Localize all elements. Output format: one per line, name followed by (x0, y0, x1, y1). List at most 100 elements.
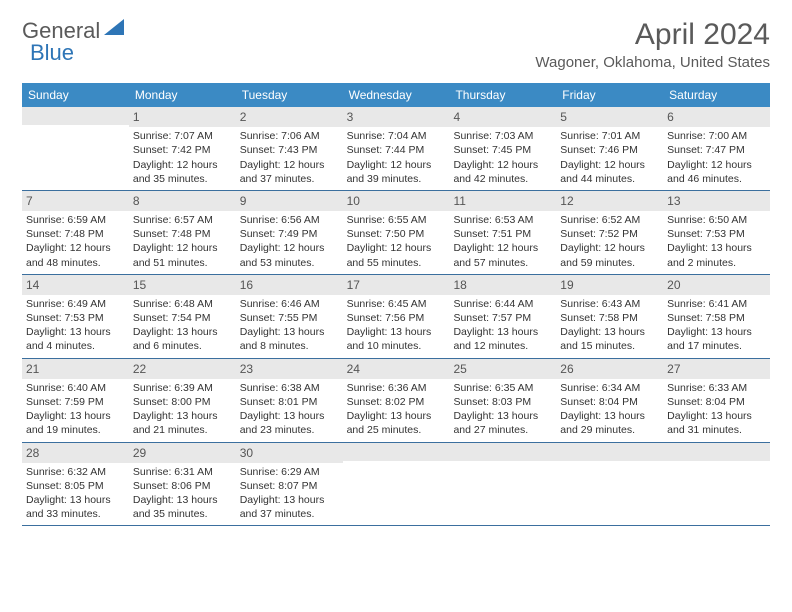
day-number-bar: 7 (22, 191, 129, 211)
day-number: 29 (133, 446, 146, 460)
weekday-cell: Friday (556, 83, 663, 107)
sunset-line: Sunset: 8:01 PM (240, 395, 339, 409)
day-number-bar: 15 (129, 275, 236, 295)
week-row: 1Sunrise: 7:07 AMSunset: 7:42 PMDaylight… (22, 107, 770, 191)
day-cell: 19Sunrise: 6:43 AMSunset: 7:58 PMDayligh… (556, 275, 663, 358)
sunrise-line: Sunrise: 6:45 AM (347, 297, 446, 311)
day-cell: 1Sunrise: 7:07 AMSunset: 7:42 PMDaylight… (129, 107, 236, 190)
day-number: 16 (240, 278, 253, 292)
month-title: April 2024 (535, 18, 770, 52)
sunrise-line: Sunrise: 6:53 AM (453, 213, 552, 227)
calendar: SundayMondayTuesdayWednesdayThursdayFrid… (22, 83, 770, 526)
day-cell: 6Sunrise: 7:00 AMSunset: 7:47 PMDaylight… (663, 107, 770, 190)
day-cell: 25Sunrise: 6:35 AMSunset: 8:03 PMDayligh… (449, 359, 556, 442)
day-number: 21 (26, 362, 39, 376)
daylight-line: Daylight: 13 hours and 25 minutes. (347, 409, 446, 437)
sunset-line: Sunset: 7:46 PM (560, 143, 659, 157)
sunset-line: Sunset: 7:50 PM (347, 227, 446, 241)
sunset-line: Sunset: 8:07 PM (240, 479, 339, 493)
day-number-bar (22, 107, 129, 125)
sunset-line: Sunset: 7:58 PM (667, 311, 766, 325)
day-cell: 15Sunrise: 6:48 AMSunset: 7:54 PMDayligh… (129, 275, 236, 358)
day-number-bar: 17 (343, 275, 450, 295)
daylight-line: Daylight: 12 hours and 42 minutes. (453, 158, 552, 186)
day-number-bar: 26 (556, 359, 663, 379)
header: General April 2024 Wagoner, Oklahoma, Un… (22, 18, 770, 71)
day-cell: 7 Sunrise: 6:59 AMSunset: 7:48 PMDaylight… (22, 191, 129, 274)
daylight-line: Daylight: 13 hours and 2 minutes. (667, 241, 766, 269)
daylight-line: Daylight: 12 hours and 48 minutes. (26, 241, 125, 269)
daylight-line: Daylight: 12 hours and 53 minutes. (240, 241, 339, 269)
sunset-line: Sunset: 7:44 PM (347, 143, 446, 157)
sunset-line: Sunset: 8:04 PM (667, 395, 766, 409)
day-cell (449, 443, 556, 526)
day-number: 17 (347, 278, 360, 292)
day-cell: 14Sunrise: 6:49 AMSunset: 7:53 PMDayligh… (22, 275, 129, 358)
sunrise-line: Sunrise: 6:46 AM (240, 297, 339, 311)
sunset-line: Sunset: 7:48 PM (26, 227, 125, 241)
day-number-bar: 12 (556, 191, 663, 211)
weekday-cell: Tuesday (236, 83, 343, 107)
weekday-cell: Sunday (22, 83, 129, 107)
sunrise-line: Sunrise: 6:33 AM (667, 381, 766, 395)
sunset-line: Sunset: 8:02 PM (347, 395, 446, 409)
daylight-line: Daylight: 12 hours and 39 minutes. (347, 158, 446, 186)
daylight-line: Daylight: 13 hours and 31 minutes. (667, 409, 766, 437)
day-cell: 22Sunrise: 6:39 AMSunset: 8:00 PMDayligh… (129, 359, 236, 442)
day-cell: 28Sunrise: 6:32 AMSunset: 8:05 PMDayligh… (22, 443, 129, 526)
day-cell: 26Sunrise: 6:34 AMSunset: 8:04 PMDayligh… (556, 359, 663, 442)
sunrise-line: Sunrise: 6:44 AM (453, 297, 552, 311)
day-cell: 27 Sunrise: 6:33 AMSunset: 8:04 PMDayligh… (663, 359, 770, 442)
day-number-bar (343, 443, 450, 461)
day-number-bar: 16 (236, 275, 343, 295)
sunset-line: Sunset: 8:05 PM (26, 479, 125, 493)
sunrise-line: Sunrise: 6:49 AM (26, 297, 125, 311)
location: Wagoner, Oklahoma, United States (535, 54, 770, 71)
week-row: 7Sunrise: 6:59 AMSunset: 7:48 PMDaylight… (22, 191, 770, 275)
sunrise-line: Sunrise: 6:36 AM (347, 381, 446, 395)
daylight-line: Daylight: 12 hours and 51 minutes. (133, 241, 232, 269)
day-number: 30 (240, 446, 253, 460)
day-number: 6 (667, 110, 674, 124)
day-number: 2 (240, 110, 247, 124)
day-number-bar: 2 (236, 107, 343, 127)
sunrise-line: Sunrise: 6:34 AM (560, 381, 659, 395)
day-cell: 5Sunrise: 7:01 AMSunset: 7:46 PMDaylight… (556, 107, 663, 190)
day-cell: 20Sunrise: 6:41 AMSunset: 7:58 PMDayligh… (663, 275, 770, 358)
sunset-line: Sunset: 7:51 PM (453, 227, 552, 241)
logo-blue-row: Blue (30, 40, 74, 66)
daylight-line: Daylight: 12 hours and 55 minutes. (347, 241, 446, 269)
sunrise-line: Sunrise: 6:39 AM (133, 381, 232, 395)
day-cell: 16Sunrise: 6:46 AMSunset: 7:55 PMDayligh… (236, 275, 343, 358)
week-row: 14Sunrise: 6:49 AMSunset: 7:53 PMDayligh… (22, 275, 770, 359)
day-cell: 10Sunrise: 6:55 AMSunset: 7:50 PMDayligh… (343, 191, 450, 274)
day-number: 28 (26, 446, 39, 460)
sunrise-line: Sunrise: 6:59 AM (26, 213, 125, 227)
daylight-line: Daylight: 12 hours and 44 minutes. (560, 158, 659, 186)
day-cell: 30Sunrise: 6:29 AMSunset: 8:07 PMDayligh… (236, 443, 343, 526)
day-number-bar: 27 (663, 359, 770, 379)
daylight-line: Daylight: 12 hours and 35 minutes. (133, 158, 232, 186)
day-number: 26 (560, 362, 573, 376)
sunset-line: Sunset: 7:53 PM (26, 311, 125, 325)
daylight-line: Daylight: 13 hours and 29 minutes. (560, 409, 659, 437)
day-number: 8 (133, 194, 140, 208)
day-cell: 9Sunrise: 6:56 AMSunset: 7:49 PMDaylight… (236, 191, 343, 274)
day-cell (343, 443, 450, 526)
day-cell: 12Sunrise: 6:52 AMSunset: 7:52 PMDayligh… (556, 191, 663, 274)
day-number-bar: 25 (449, 359, 556, 379)
day-number-bar: 22 (129, 359, 236, 379)
day-number-bar: 19 (556, 275, 663, 295)
day-number: 20 (667, 278, 680, 292)
weekday-cell: Wednesday (343, 83, 450, 107)
day-number-bar (449, 443, 556, 461)
day-number: 3 (347, 110, 354, 124)
sunrise-line: Sunrise: 6:43 AM (560, 297, 659, 311)
sunrise-line: Sunrise: 7:07 AM (133, 129, 232, 143)
sunrise-line: Sunrise: 7:04 AM (347, 129, 446, 143)
sunset-line: Sunset: 7:42 PM (133, 143, 232, 157)
sunrise-line: Sunrise: 6:35 AM (453, 381, 552, 395)
sunset-line: Sunset: 7:53 PM (667, 227, 766, 241)
day-number: 23 (240, 362, 253, 376)
weeks-container: 1Sunrise: 7:07 AMSunset: 7:42 PMDaylight… (22, 107, 770, 526)
